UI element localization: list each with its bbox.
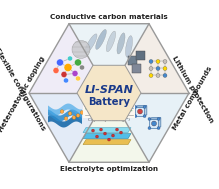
Polygon shape — [29, 24, 109, 93]
Circle shape — [134, 105, 137, 108]
Polygon shape — [83, 134, 131, 139]
Circle shape — [72, 116, 76, 119]
Circle shape — [61, 71, 67, 77]
Circle shape — [157, 118, 160, 120]
Circle shape — [67, 56, 72, 61]
Circle shape — [76, 76, 81, 81]
Bar — [136, 51, 145, 60]
Circle shape — [120, 131, 122, 134]
Circle shape — [60, 110, 64, 113]
Circle shape — [72, 40, 90, 58]
Polygon shape — [149, 118, 161, 119]
Circle shape — [64, 117, 68, 120]
Polygon shape — [109, 24, 189, 93]
Circle shape — [76, 114, 80, 117]
Text: Flexible configurations: Flexible configurations — [0, 47, 47, 131]
Circle shape — [163, 67, 167, 70]
Circle shape — [156, 74, 160, 77]
Circle shape — [64, 78, 69, 83]
Polygon shape — [125, 36, 132, 57]
Circle shape — [152, 121, 157, 126]
Text: Battery: Battery — [88, 97, 130, 107]
Circle shape — [157, 127, 160, 130]
Bar — [135, 107, 145, 116]
Text: Capacity (mAh g⁻¹): Capacity (mAh g⁻¹) — [88, 118, 130, 122]
Polygon shape — [96, 29, 106, 49]
Circle shape — [68, 112, 72, 115]
Polygon shape — [159, 118, 161, 128]
Circle shape — [79, 65, 85, 70]
Circle shape — [156, 67, 160, 70]
Bar — [83, 94, 135, 118]
Circle shape — [148, 127, 151, 130]
Circle shape — [134, 115, 137, 118]
Circle shape — [149, 74, 153, 77]
Circle shape — [95, 135, 99, 138]
Circle shape — [143, 115, 146, 118]
Circle shape — [64, 64, 72, 71]
Circle shape — [57, 59, 64, 66]
Polygon shape — [83, 128, 131, 132]
Circle shape — [53, 67, 59, 74]
Circle shape — [72, 70, 78, 77]
Text: Heteroatomic doping: Heteroatomic doping — [0, 55, 47, 132]
Bar — [128, 57, 137, 65]
Circle shape — [143, 105, 146, 108]
Circle shape — [138, 109, 143, 114]
Circle shape — [104, 132, 106, 135]
Text: LI-SPAN: LI-SPAN — [85, 85, 133, 95]
Bar — [132, 64, 141, 74]
Text: Electrolyte optimization: Electrolyte optimization — [60, 166, 158, 172]
Polygon shape — [85, 34, 97, 53]
Circle shape — [163, 60, 167, 64]
Circle shape — [148, 118, 151, 120]
Circle shape — [163, 74, 167, 77]
Polygon shape — [83, 139, 131, 145]
Polygon shape — [69, 24, 149, 93]
Polygon shape — [117, 33, 125, 54]
Circle shape — [99, 128, 102, 131]
Circle shape — [115, 128, 118, 131]
Circle shape — [80, 111, 84, 114]
Polygon shape — [69, 93, 149, 162]
Circle shape — [149, 67, 153, 70]
Circle shape — [92, 129, 95, 132]
Polygon shape — [106, 31, 116, 52]
Circle shape — [122, 70, 126, 74]
Bar — [149, 119, 159, 128]
Polygon shape — [135, 106, 147, 107]
Circle shape — [102, 70, 106, 74]
Polygon shape — [109, 93, 189, 162]
Circle shape — [74, 59, 81, 66]
Circle shape — [111, 134, 115, 137]
Circle shape — [149, 60, 153, 64]
Polygon shape — [77, 65, 141, 121]
Text: Lithium protection: Lithium protection — [171, 55, 215, 124]
Polygon shape — [145, 106, 147, 116]
Text: Conductive carbon materials: Conductive carbon materials — [50, 14, 168, 20]
Polygon shape — [29, 93, 109, 162]
Circle shape — [156, 60, 160, 64]
Circle shape — [108, 138, 111, 141]
Text: Metal compounds: Metal compounds — [171, 65, 213, 131]
